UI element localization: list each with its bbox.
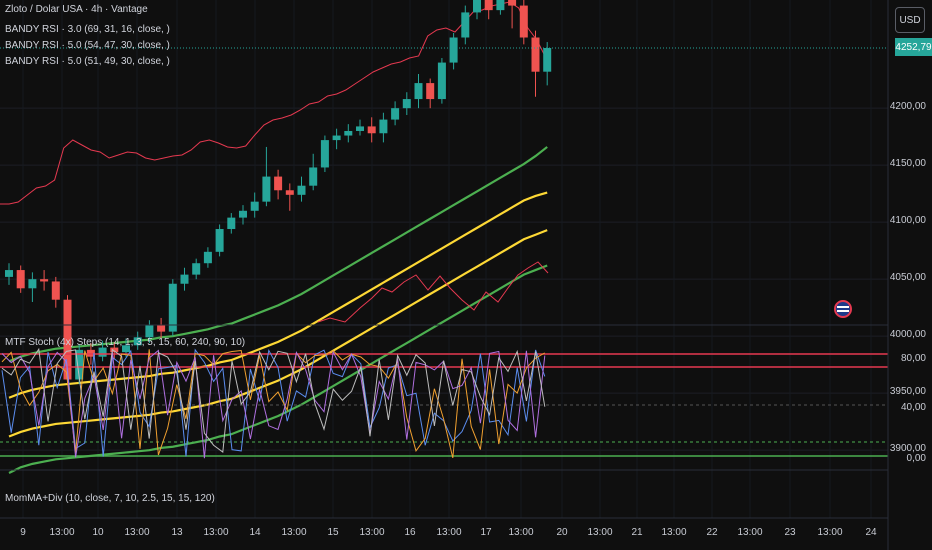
indicator-legend-1[interactable]: BANDY RSI · 3.0 (69, 31, 16, close, ) — [5, 24, 170, 35]
time-axis-label: 21 — [631, 527, 643, 538]
candle — [379, 112, 388, 143]
candle — [145, 320, 154, 344]
indicator-legend-3[interactable]: BANDY RSI · 5.0 (51, 49, 30, close, ) — [5, 56, 170, 67]
candle — [168, 279, 177, 337]
price-axis-label: 4200,00 — [889, 101, 926, 113]
last-price-tag: 4252,79 — [895, 38, 932, 56]
time-axis-label: 13:00 — [817, 527, 843, 538]
candle — [157, 317, 166, 339]
candle — [297, 176, 306, 202]
time-axis-label: 13:00 — [281, 527, 307, 538]
time-axis-label: 13:00 — [508, 527, 534, 538]
candle — [98, 340, 107, 362]
time-axis-label: 20 — [556, 527, 568, 538]
price-axis-label: 4150,00 — [889, 158, 926, 170]
candle — [519, 0, 528, 45]
us-flag-event-icon[interactable] — [834, 300, 852, 318]
band-line — [8, 264, 548, 474]
candle — [356, 119, 364, 136]
candle — [192, 258, 201, 280]
candle — [274, 169, 283, 200]
time-axis-label: 13:00 — [587, 527, 613, 538]
candle — [508, 0, 517, 29]
candle — [51, 276, 60, 308]
time-axis-label: 13:00 — [203, 527, 229, 538]
candle — [239, 205, 247, 225]
candle — [332, 128, 341, 150]
time-axis-label: 13:00 — [436, 527, 462, 538]
band-line — [8, 191, 548, 399]
time-axis-label: 13:00 — [661, 527, 687, 538]
time-axis-label: 13:00 — [359, 527, 385, 538]
bandy-rsi-bands — [8, 146, 548, 474]
candle — [133, 331, 142, 350]
time-axis-label: 16 — [404, 527, 416, 538]
price-axis-label: 4050,00 — [889, 272, 926, 284]
price-axis-label: 3900,00 — [889, 443, 926, 455]
time-axis-label: 23 — [784, 527, 796, 538]
stoch-legend[interactable]: MTF Stoch (4x) Steps (14, 1, 3, 5, 15, 6… — [5, 337, 246, 348]
candle — [285, 183, 294, 211]
time-axis-label: 13:00 — [124, 527, 150, 538]
mom-legend[interactable]: MomMA+Div (10, close, 7, 10, 2.5, 15, 15… — [5, 493, 215, 504]
candle — [473, 0, 481, 20]
stoch-axis-label: 0,00 — [906, 453, 926, 464]
time-axis-label: 9 — [20, 527, 26, 538]
band-line — [8, 146, 548, 363]
candle — [227, 213, 236, 234]
candle — [461, 5, 470, 45]
stoch-line — [1, 349, 546, 459]
chart-grid — [0, 0, 888, 518]
price-axis-label: 4100,00 — [889, 215, 926, 227]
candle — [391, 101, 400, 126]
time-axis-label: 10 — [92, 527, 104, 538]
symbol-title[interactable]: Zloto / Dolar USA · 4h · Vantage — [5, 4, 148, 15]
bandy-rsi-red-line — [0, 1, 549, 323]
candle — [402, 92, 411, 116]
candle — [215, 224, 224, 257]
stoch-axis-label: 80,00 — [900, 353, 926, 364]
candlestick-series — [5, 0, 552, 385]
time-axis-label: 13:00 — [49, 527, 75, 538]
candle — [40, 270, 49, 291]
rsi-lower-line — [317, 261, 549, 323]
candle — [449, 32, 458, 70]
time-axis-label: 17 — [480, 527, 492, 538]
currency-button[interactable]: USD — [895, 7, 925, 33]
time-axis-label: 15 — [327, 527, 339, 538]
candle — [5, 263, 13, 285]
time-axis-label: 13:00 — [737, 527, 763, 538]
candle — [320, 135, 329, 173]
candle — [262, 146, 271, 207]
time-axis-label: 14 — [249, 527, 261, 538]
price-axis-label: 4000,00 — [889, 329, 926, 341]
candle — [484, 0, 493, 20]
mtf-stoch-pane — [0, 347, 888, 459]
candle — [367, 117, 376, 143]
indicator-legend-2[interactable]: BANDY RSI · 5.0 (54, 47, 30, close, ) — [5, 40, 170, 51]
rsi-upper-line — [0, 1, 547, 205]
candle — [203, 247, 212, 268]
candle — [496, 0, 505, 15]
candle — [344, 124, 353, 143]
candle — [531, 30, 540, 97]
candle — [414, 73, 423, 109]
candle — [543, 42, 552, 86]
candle — [426, 78, 435, 109]
time-axis-label: 24 — [865, 527, 877, 538]
stoch-line — [1, 347, 546, 453]
time-axis-label: 13 — [171, 527, 183, 538]
stoch-axis-label: 40,00 — [900, 402, 926, 413]
candle — [16, 265, 25, 293]
band-line — [8, 229, 548, 438]
price-axis-label: 3950,00 — [889, 386, 926, 398]
candle — [250, 192, 259, 218]
candle — [28, 272, 37, 302]
time-axis-label: 22 — [706, 527, 718, 538]
candle — [437, 58, 446, 104]
candle — [309, 153, 318, 191]
candle — [180, 267, 189, 291]
